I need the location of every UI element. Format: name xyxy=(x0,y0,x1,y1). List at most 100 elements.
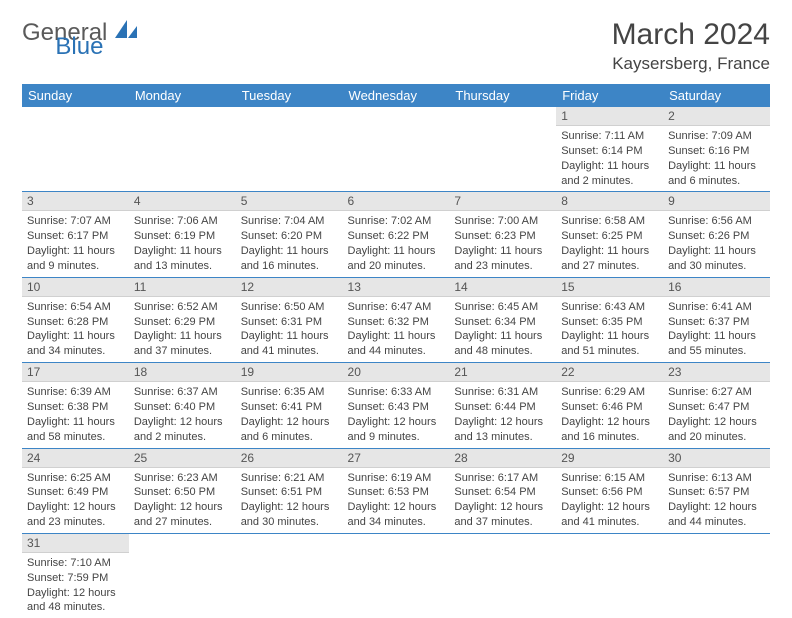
day-data: Sunrise: 6:52 AMSunset: 6:29 PMDaylight:… xyxy=(129,297,236,362)
location: Kaysersberg, France xyxy=(612,54,770,74)
day-number-empty xyxy=(343,534,450,552)
weekday-header: Thursday xyxy=(449,84,556,107)
calendar-cell: 29Sunrise: 6:15 AMSunset: 6:56 PMDayligh… xyxy=(556,448,663,533)
day-number: 29 xyxy=(556,449,663,468)
calendar-cell: 23Sunrise: 6:27 AMSunset: 6:47 PMDayligh… xyxy=(663,363,770,448)
day-data: Sunrise: 7:09 AMSunset: 6:16 PMDaylight:… xyxy=(663,126,770,191)
calendar-cell: 21Sunrise: 6:31 AMSunset: 6:44 PMDayligh… xyxy=(449,363,556,448)
day-number: 9 xyxy=(663,192,770,211)
day-data: Sunrise: 6:23 AMSunset: 6:50 PMDaylight:… xyxy=(129,468,236,533)
calendar-head: SundayMondayTuesdayWednesdayThursdayFrid… xyxy=(22,84,770,107)
calendar-cell: 17Sunrise: 6:39 AMSunset: 6:38 PMDayligh… xyxy=(22,363,129,448)
day-number: 23 xyxy=(663,363,770,382)
day-number: 6 xyxy=(343,192,450,211)
day-data: Sunrise: 6:25 AMSunset: 6:49 PMDaylight:… xyxy=(22,468,129,533)
calendar-cell: 4Sunrise: 7:06 AMSunset: 6:19 PMDaylight… xyxy=(129,192,236,277)
calendar-cell xyxy=(129,533,236,618)
day-data: Sunrise: 6:29 AMSunset: 6:46 PMDaylight:… xyxy=(556,382,663,447)
day-number-empty xyxy=(556,534,663,552)
logo: General Blue xyxy=(22,18,191,47)
day-data: Sunrise: 6:17 AMSunset: 6:54 PMDaylight:… xyxy=(449,468,556,533)
calendar-cell: 12Sunrise: 6:50 AMSunset: 6:31 PMDayligh… xyxy=(236,277,343,362)
header: General Blue March 2024 Kaysersberg, Fra… xyxy=(22,18,770,74)
calendar-cell: 24Sunrise: 6:25 AMSunset: 6:49 PMDayligh… xyxy=(22,448,129,533)
day-data: Sunrise: 6:39 AMSunset: 6:38 PMDaylight:… xyxy=(22,382,129,447)
day-data: Sunrise: 6:19 AMSunset: 6:53 PMDaylight:… xyxy=(343,468,450,533)
calendar-cell: 30Sunrise: 6:13 AMSunset: 6:57 PMDayligh… xyxy=(663,448,770,533)
calendar-cell: 25Sunrise: 6:23 AMSunset: 6:50 PMDayligh… xyxy=(129,448,236,533)
calendar-cell: 6Sunrise: 7:02 AMSunset: 6:22 PMDaylight… xyxy=(343,192,450,277)
day-number: 16 xyxy=(663,278,770,297)
day-data: Sunrise: 6:35 AMSunset: 6:41 PMDaylight:… xyxy=(236,382,343,447)
day-data: Sunrise: 7:04 AMSunset: 6:20 PMDaylight:… xyxy=(236,211,343,276)
day-number: 8 xyxy=(556,192,663,211)
calendar-row: 10Sunrise: 6:54 AMSunset: 6:28 PMDayligh… xyxy=(22,277,770,362)
day-number-empty xyxy=(236,107,343,125)
day-number: 19 xyxy=(236,363,343,382)
calendar-cell: 3Sunrise: 7:07 AMSunset: 6:17 PMDaylight… xyxy=(22,192,129,277)
day-number: 7 xyxy=(449,192,556,211)
weekday-header: Friday xyxy=(556,84,663,107)
calendar-cell: 2Sunrise: 7:09 AMSunset: 6:16 PMDaylight… xyxy=(663,107,770,192)
calendar-cell: 5Sunrise: 7:04 AMSunset: 6:20 PMDaylight… xyxy=(236,192,343,277)
calendar-cell xyxy=(236,533,343,618)
day-number: 27 xyxy=(343,449,450,468)
calendar-row: 17Sunrise: 6:39 AMSunset: 6:38 PMDayligh… xyxy=(22,363,770,448)
day-number: 3 xyxy=(22,192,129,211)
day-data: Sunrise: 6:56 AMSunset: 6:26 PMDaylight:… xyxy=(663,211,770,276)
calendar-cell: 10Sunrise: 6:54 AMSunset: 6:28 PMDayligh… xyxy=(22,277,129,362)
calendar-cell: 22Sunrise: 6:29 AMSunset: 6:46 PMDayligh… xyxy=(556,363,663,448)
day-data: Sunrise: 7:06 AMSunset: 6:19 PMDaylight:… xyxy=(129,211,236,276)
calendar-row: 1Sunrise: 7:11 AMSunset: 6:14 PMDaylight… xyxy=(22,107,770,192)
calendar-cell: 14Sunrise: 6:45 AMSunset: 6:34 PMDayligh… xyxy=(449,277,556,362)
calendar-cell xyxy=(663,533,770,618)
day-number: 28 xyxy=(449,449,556,468)
calendar-table: SundayMondayTuesdayWednesdayThursdayFrid… xyxy=(22,84,770,618)
calendar-row: 31Sunrise: 7:10 AMSunset: 7:59 PMDayligh… xyxy=(22,533,770,618)
weekday-header: Saturday xyxy=(663,84,770,107)
logo-sail-icon xyxy=(113,18,139,47)
month-title: March 2024 xyxy=(612,18,770,52)
calendar-row: 3Sunrise: 7:07 AMSunset: 6:17 PMDaylight… xyxy=(22,192,770,277)
day-number: 12 xyxy=(236,278,343,297)
day-number-empty xyxy=(663,534,770,552)
logo-text-2: Blue xyxy=(55,33,103,61)
day-number-empty xyxy=(343,107,450,125)
day-number: 25 xyxy=(129,449,236,468)
calendar-cell: 31Sunrise: 7:10 AMSunset: 7:59 PMDayligh… xyxy=(22,533,129,618)
day-data: Sunrise: 6:31 AMSunset: 6:44 PMDaylight:… xyxy=(449,382,556,447)
day-number: 18 xyxy=(129,363,236,382)
day-number: 10 xyxy=(22,278,129,297)
calendar-cell xyxy=(343,533,450,618)
calendar-cell: 11Sunrise: 6:52 AMSunset: 6:29 PMDayligh… xyxy=(129,277,236,362)
day-data: Sunrise: 7:10 AMSunset: 7:59 PMDaylight:… xyxy=(22,553,129,618)
day-number: 11 xyxy=(129,278,236,297)
calendar-cell: 20Sunrise: 6:33 AMSunset: 6:43 PMDayligh… xyxy=(343,363,450,448)
weekday-header: Monday xyxy=(129,84,236,107)
day-number-empty xyxy=(449,534,556,552)
day-number: 5 xyxy=(236,192,343,211)
day-data: Sunrise: 6:43 AMSunset: 6:35 PMDaylight:… xyxy=(556,297,663,362)
calendar-cell xyxy=(449,533,556,618)
calendar-cell: 19Sunrise: 6:35 AMSunset: 6:41 PMDayligh… xyxy=(236,363,343,448)
calendar-cell: 27Sunrise: 6:19 AMSunset: 6:53 PMDayligh… xyxy=(343,448,450,533)
title-block: March 2024 Kaysersberg, France xyxy=(612,18,770,74)
day-data: Sunrise: 7:02 AMSunset: 6:22 PMDaylight:… xyxy=(343,211,450,276)
day-number: 4 xyxy=(129,192,236,211)
weekday-header: Tuesday xyxy=(236,84,343,107)
day-data: Sunrise: 7:07 AMSunset: 6:17 PMDaylight:… xyxy=(22,211,129,276)
day-data: Sunrise: 7:11 AMSunset: 6:14 PMDaylight:… xyxy=(556,126,663,191)
day-number: 17 xyxy=(22,363,129,382)
day-number: 21 xyxy=(449,363,556,382)
day-data: Sunrise: 6:45 AMSunset: 6:34 PMDaylight:… xyxy=(449,297,556,362)
day-data: Sunrise: 7:00 AMSunset: 6:23 PMDaylight:… xyxy=(449,211,556,276)
weekday-header: Wednesday xyxy=(343,84,450,107)
day-number-empty xyxy=(129,107,236,125)
day-data: Sunrise: 6:41 AMSunset: 6:37 PMDaylight:… xyxy=(663,297,770,362)
day-data: Sunrise: 6:58 AMSunset: 6:25 PMDaylight:… xyxy=(556,211,663,276)
day-number-empty xyxy=(449,107,556,125)
calendar-cell xyxy=(449,107,556,192)
day-number: 15 xyxy=(556,278,663,297)
day-number: 13 xyxy=(343,278,450,297)
day-number: 26 xyxy=(236,449,343,468)
